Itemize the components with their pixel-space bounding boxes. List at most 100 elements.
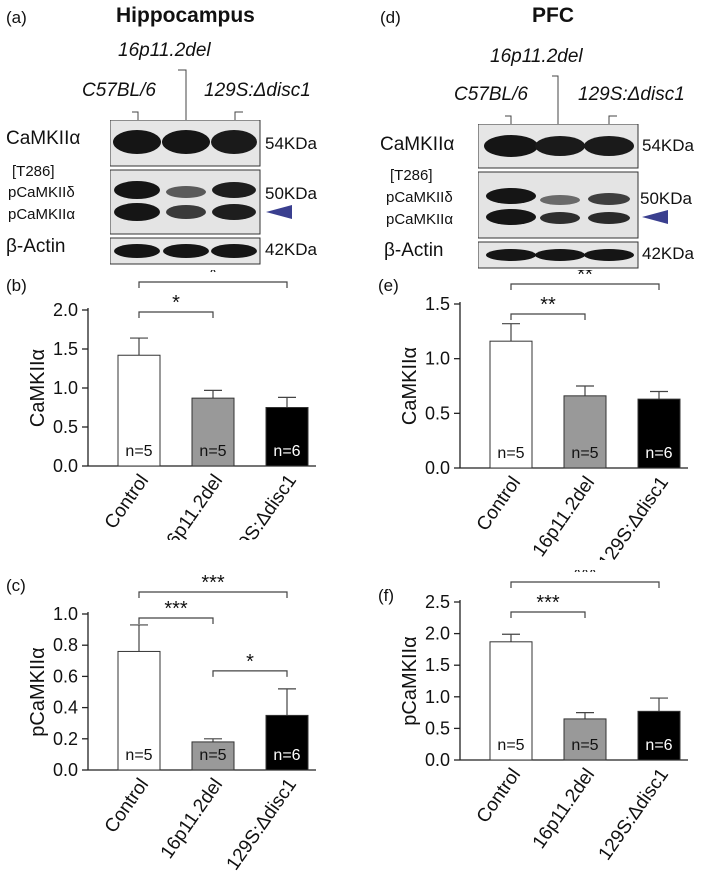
bar: [265, 407, 309, 467]
y-tick-label: 0.8: [53, 635, 78, 655]
category-label: Control: [473, 765, 525, 827]
y-tick-label: 2.0: [53, 300, 78, 320]
bar: [117, 650, 161, 771]
category-label: Control: [101, 775, 153, 837]
bar: [265, 714, 309, 771]
panel-letter-a: (a): [6, 8, 27, 27]
n-label: n=6: [273, 443, 300, 460]
panel-title-pfc: PFC: [532, 4, 574, 27]
y-tick-label: 2.0: [425, 624, 450, 644]
category-label: 16p11.2del: [529, 765, 599, 853]
n-label: n=5: [571, 737, 598, 754]
bar: [191, 397, 235, 467]
significance-bracket: [510, 283, 660, 290]
bar-chart-e: 0.0 0.5 1.0 1.5 CaMKIIα n=5 Control n=5 16p11.2d…: [399, 270, 688, 560]
category-label: 129S:Δdisc1: [595, 473, 673, 560]
bar: [191, 741, 235, 771]
y-tick-label: 2.5: [425, 592, 450, 612]
kda-42-a: 42KDa: [265, 240, 317, 259]
kda-50-d: 50KDa: [640, 189, 692, 208]
bar: [563, 395, 607, 469]
y-axis-label: pCaMKIIα: [399, 636, 421, 725]
significance-label: ***: [164, 598, 188, 620]
blot-label-camkii-d: CaMKIIα: [380, 134, 455, 155]
y-tick-label: 1.5: [425, 294, 450, 314]
n-label: n=5: [125, 443, 152, 460]
category-label: 129S:Δdisc1: [223, 775, 301, 874]
blot-label-palpha-d: pCaMKIIα: [386, 211, 454, 228]
strain-label-c57-a: C57BL/6: [82, 80, 156, 101]
y-tick-label: 0.0: [53, 760, 78, 780]
kda-54-a: 54KDa: [265, 134, 317, 153]
blot-label-t286-a: [T286]: [12, 163, 55, 180]
category-label: 16p11.2del: [157, 471, 227, 540]
y-tick-label: 0.0: [425, 750, 450, 770]
strain-label-129s-d: 129S:Δdisc1: [578, 84, 685, 105]
category-label: 129S:Δdisc1: [223, 471, 301, 540]
kda-54-d: 54KDa: [642, 136, 694, 155]
bar-chart-c: 0.0 0.2 0.4 0.6 0.8 1.0 pCaMKIIα n=5 Control n=5 1…: [27, 572, 316, 874]
strain-label-129s-a: 129S:Δdisc1: [204, 80, 311, 101]
y-tick-label: 0.5: [425, 718, 450, 738]
category-label: 16p11.2del: [529, 473, 599, 560]
western-blot-d: [478, 124, 639, 269]
significance-bracket: [212, 670, 288, 677]
y-tick-label: 1.5: [53, 339, 78, 359]
category-label: 16p11.2del: [157, 775, 227, 863]
y-tick-label: 1.0: [425, 687, 450, 707]
bar: [489, 641, 533, 761]
significance-label: ***: [201, 572, 225, 594]
blot-label-palpha-a: pCaMKIIα: [8, 206, 76, 223]
y-tick-label: 0.2: [53, 729, 78, 749]
n-label: n=5: [199, 747, 226, 764]
significance-label: *: [246, 651, 254, 673]
y-tick-label: 0.0: [425, 458, 450, 478]
n-label: n=5: [571, 445, 598, 462]
n-label: n=5: [125, 747, 152, 764]
bar: [117, 354, 161, 467]
y-tick-label: 0.0: [53, 456, 78, 476]
kda-50-a: 50KDa: [265, 184, 317, 203]
bar-chart-f: 0.0 0.5 1.0 1.5 2.0 2.5 pCaMKIIα n=5 Control n=5 1…: [399, 570, 688, 864]
arrowhead-icon: [642, 210, 668, 224]
y-tick-label: 1.5: [425, 655, 450, 675]
y-tick-label: 1.0: [53, 604, 78, 624]
y-axis-label: CaMKIIα: [27, 349, 49, 427]
category-label: Control: [473, 473, 525, 535]
n-label: n=5: [497, 445, 524, 462]
n-label: n=6: [645, 445, 672, 462]
y-tick-label: 1.0: [425, 349, 450, 369]
significance-bracket: [138, 591, 288, 598]
y-tick-label: 0.4: [53, 698, 78, 718]
strain-label-c57-d: C57BL/6: [454, 84, 528, 105]
y-axis-label: CaMKIIα: [399, 347, 421, 425]
category-label: 129S:Δdisc1: [595, 765, 673, 864]
significance-bracket: [138, 281, 288, 288]
strain-label-16p-d: 16p11.2del: [490, 46, 583, 67]
kda-42-d: 42KDa: [642, 244, 694, 263]
bar-chart-b: 0.0 0.5 1.0 1.5 2.0 CaMKIIα n=5 Control n=5 16p11…: [27, 270, 316, 540]
blot-label-camkii-a: CaMKIIα: [6, 128, 81, 149]
significance-bracket: [510, 581, 660, 588]
panel-letter-d: (d): [380, 8, 401, 27]
category-label: Control: [101, 471, 153, 533]
blot-label-pdelta-a: pCaMKIIδ: [8, 184, 75, 201]
y-tick-label: 0.5: [53, 417, 78, 437]
significance-bracket: [138, 617, 214, 624]
bar: [489, 340, 533, 469]
y-tick-label: 0.5: [425, 403, 450, 423]
blot-label-t286-d: [T286]: [390, 167, 433, 184]
panel-letter-c: (c): [6, 576, 26, 595]
panel-letter-e: (e): [378, 276, 399, 295]
arrowhead-icon: [266, 205, 292, 219]
panel-title-hippocampus: Hippocampus: [116, 4, 255, 27]
n-label: n=5: [199, 443, 226, 460]
significance-label: ***: [536, 592, 560, 614]
western-blot-a: [110, 120, 261, 265]
n-label: n=6: [645, 737, 672, 754]
bar: [637, 398, 681, 469]
blot-label-pdelta-d: pCaMKIIδ: [386, 189, 453, 206]
panel-letter-f: (f): [378, 586, 395, 605]
panel-letter-b: (b): [6, 276, 27, 295]
y-tick-label: 0.6: [53, 666, 78, 686]
